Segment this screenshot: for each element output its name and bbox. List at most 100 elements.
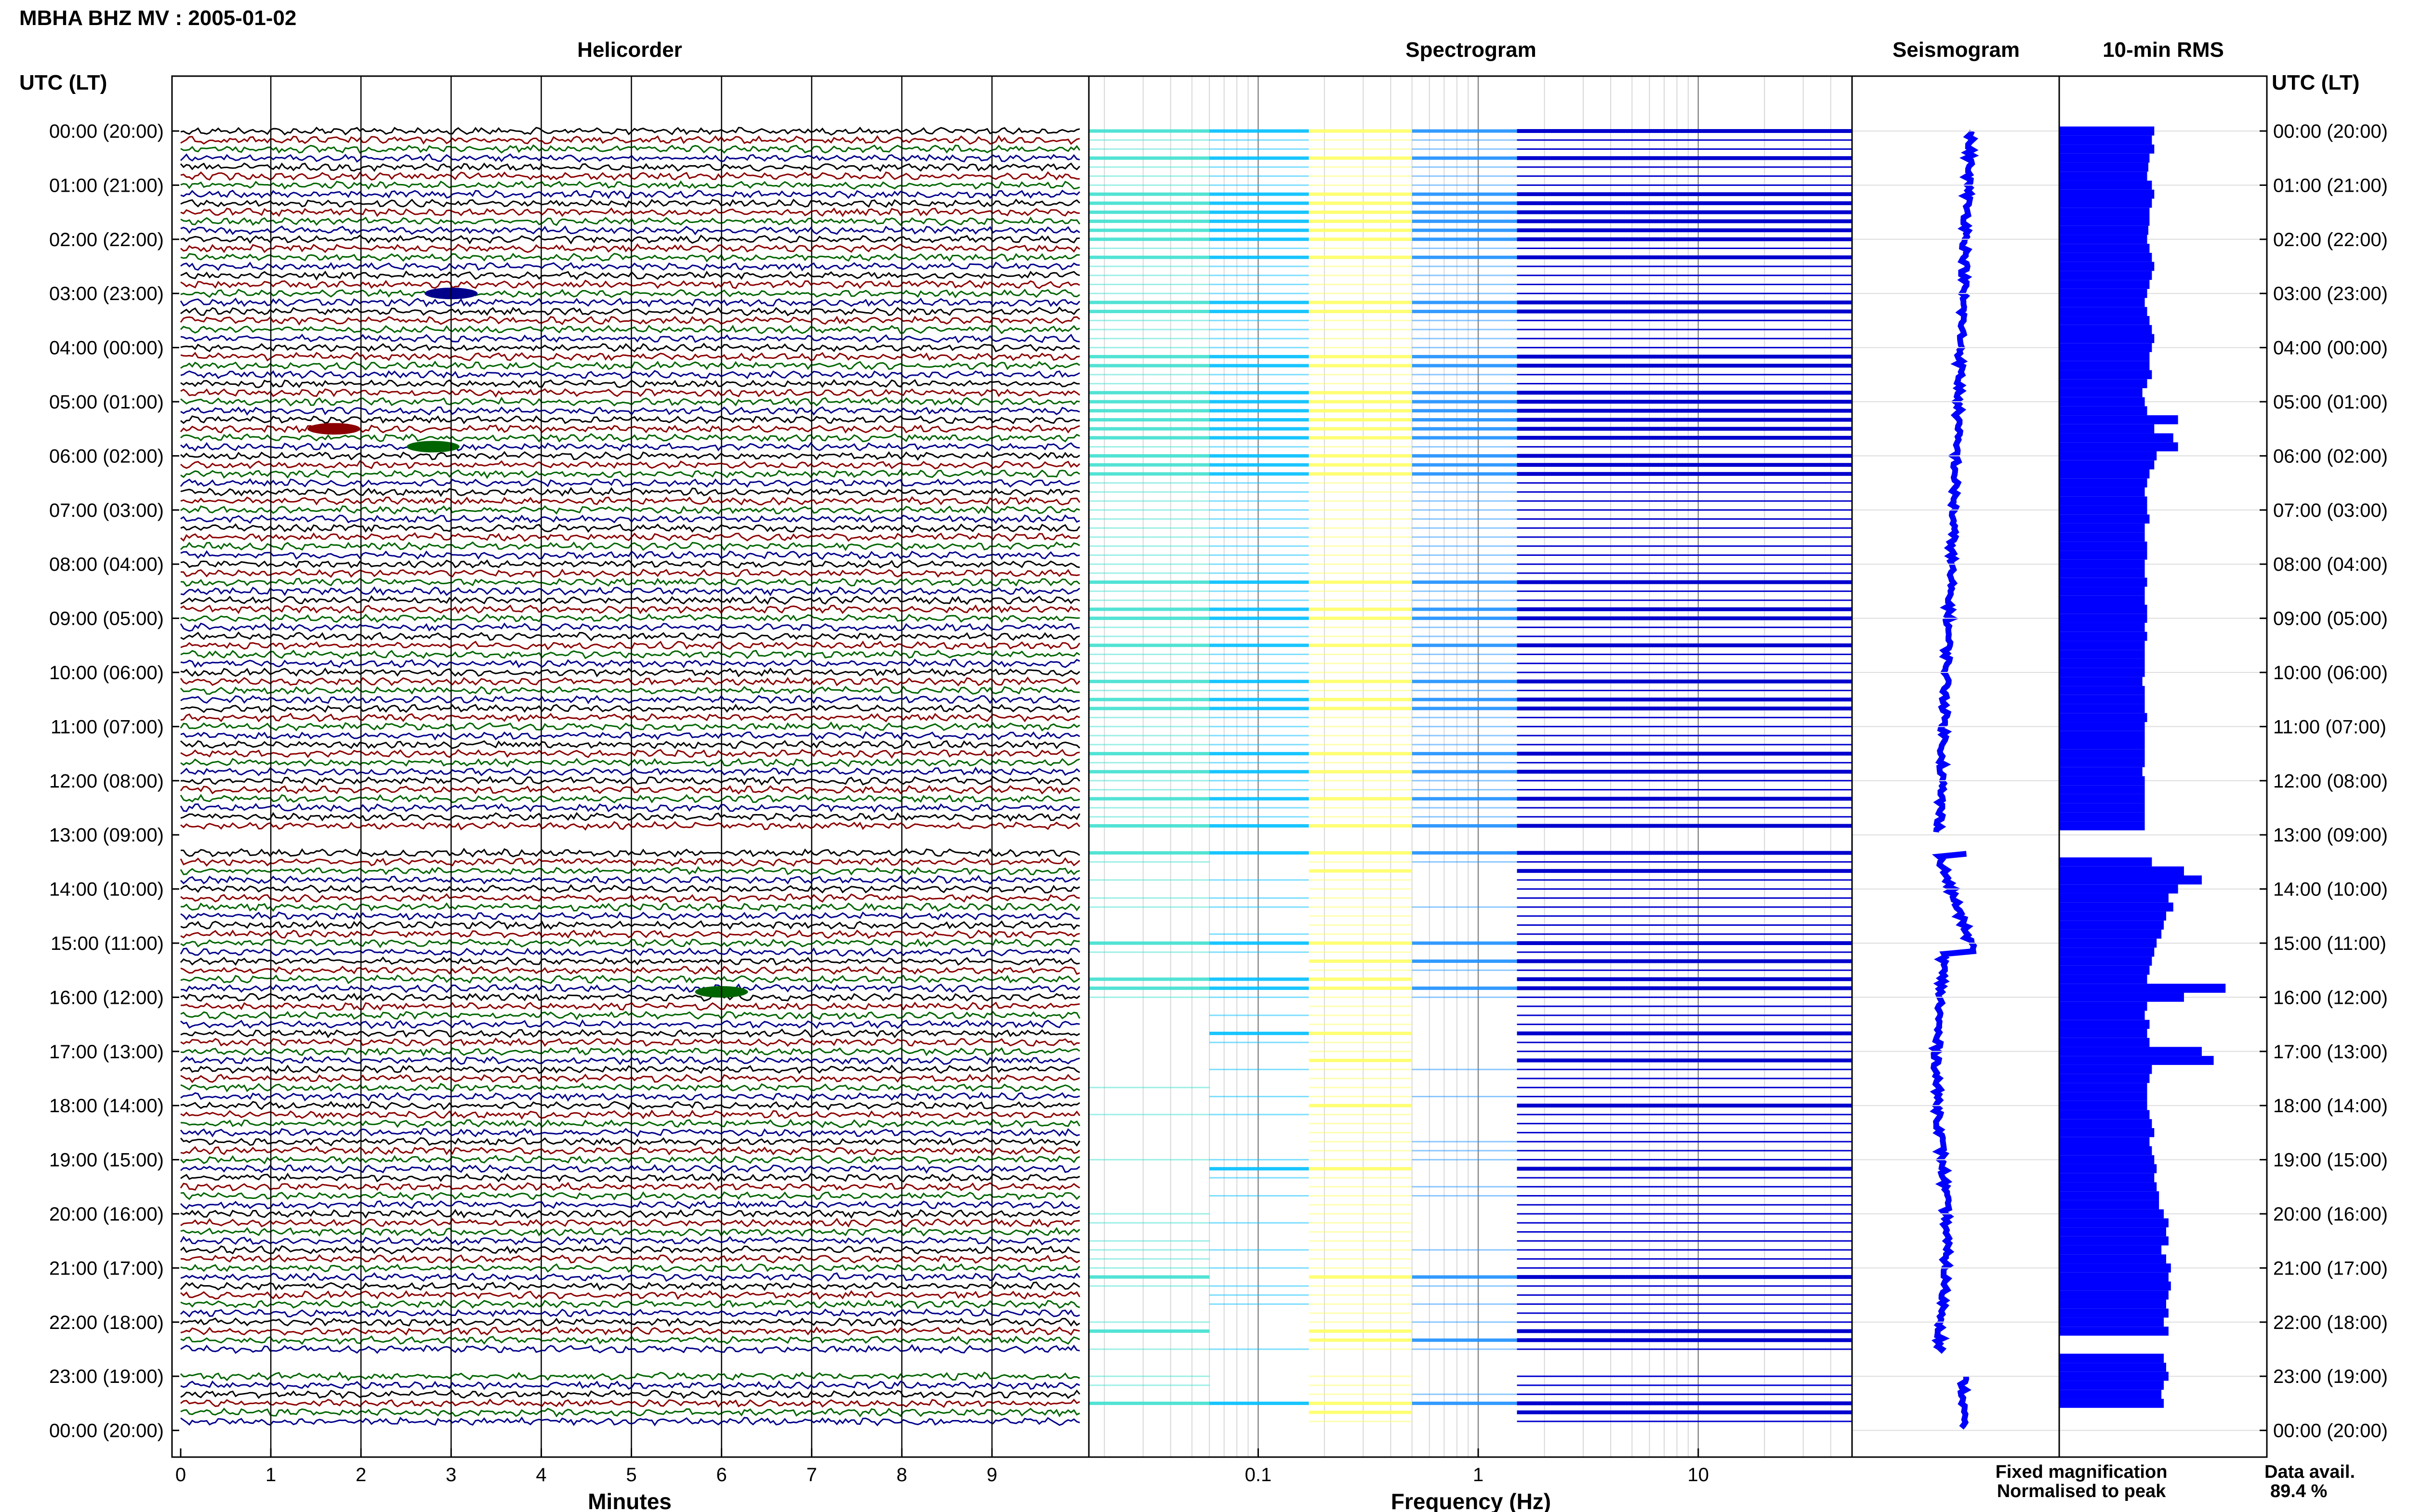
helicorder-trace [180,532,1081,542]
helicorder-trace [180,1019,1080,1029]
time-label-left: 11:00 (07:00) [51,716,164,737]
helicorder-trace [180,731,1080,741]
rms-bar [2059,523,2145,533]
time-label-left: 22:00 (18:00) [49,1312,164,1333]
helicorder-trace [180,460,1081,470]
rms-bar [2059,496,2147,506]
helicorder-trace [180,992,1080,1002]
rms-bar [2059,1200,2159,1210]
rms-bar [2059,1065,2152,1074]
helicorder-trace [180,1200,1080,1210]
time-label-right: 08:00 (04:00) [2273,554,2388,575]
rms-bar [2059,902,2173,912]
minutes-tick-label: 9 [987,1464,997,1486]
helicorder-trace [180,1227,1080,1237]
rms-bar [2059,280,2150,289]
helicorder-trace [180,451,1080,461]
rms-bar [2059,189,2155,199]
helicorder-trace [180,1407,1080,1418]
minutes-tick-label: 1 [265,1464,276,1486]
rms-bar [2059,821,2145,830]
time-label-right: 03:00 (23:00) [2273,283,2388,304]
helicorder-trace [180,225,1080,236]
helicorder-trace [180,695,1080,705]
helicorder-trace [180,667,1080,678]
helicorder-trace [180,379,1080,388]
rms-bar [2059,1354,2164,1363]
helicorder-trace [180,929,1080,939]
helicorder-trace [180,1218,1080,1228]
time-label-right: 01:00 (21:00) [2273,175,2388,196]
rms-bar [2059,469,2150,479]
rms-bar [2059,650,2145,659]
time-label-right: 12:00 (08:00) [2273,771,2388,792]
rms-bar [2059,1011,2145,1020]
spectrogram-panel [1089,76,1853,1457]
helicorder-header: Helicorder [577,38,682,62]
helicorder-trace [180,749,1080,759]
helicorder-trace [180,406,1080,416]
time-label-right: 04:00 (00:00) [2273,338,2388,359]
time-label-left: 01:00 (21:00) [49,175,164,196]
rms-bar [2059,866,2184,876]
time-label-left: 17:00 (13:00) [49,1041,164,1063]
rms-bar [2059,316,2150,325]
helicorder-trace [180,1073,1080,1084]
helicorder-trace [180,956,1080,966]
legend-normalised-to-peak: Normalised to peak [1997,1481,2166,1501]
rms-bar [2059,145,2155,154]
rms-bar [2059,415,2178,424]
rms-bar [2059,1227,2166,1236]
helicorder-trace [180,1128,1080,1138]
figure-title: MBHA BHZ MV : 2005-01-02 [19,6,296,30]
time-label-left: 21:00 (17:00) [49,1258,164,1279]
helicorder-trace [180,1317,1080,1327]
time-label-left: 00:00 (20:00) [49,121,164,142]
helicorder-trace [180,234,1080,245]
time-label-right: 20:00 (16:00) [2273,1204,2388,1225]
helicorder-trace [180,884,1080,894]
rms-bar [2059,812,2145,822]
rms-bar [2059,334,2155,343]
helicorder-trace [180,433,1080,443]
minutes-tick-label: 0 [175,1464,186,1486]
time-label-left: 19:00 (15:00) [49,1150,164,1171]
rms-bar [2059,1028,2147,1038]
helicorder-trace [180,415,1080,424]
helicorder-trace [180,1028,1080,1039]
helicorder-trace [180,866,1080,876]
rms-bar [2059,785,2145,794]
helicorder-trace [180,1308,1080,1318]
helicorder-trace [180,396,1080,407]
helicorder-trace [180,712,1080,723]
rms-bar [2059,298,2145,307]
helicorder-trace [180,785,1080,795]
rms-bar [2059,1173,2155,1183]
panel-frame [2058,75,2268,1458]
rms-bar [2059,1092,2147,1101]
helicorder-trace [180,776,1081,786]
time-label-right: 18:00 (14:00) [2273,1095,2388,1117]
rms-bar [2059,758,2145,767]
rms-bar [2059,1083,2147,1092]
helicorder-trace [180,559,1080,569]
helicorder-trace [180,1254,1080,1264]
rms-bar [2059,875,2202,885]
time-label-left: 02:00 (22:00) [49,229,164,250]
helicorder-trace [180,469,1080,479]
rms-bar [2059,361,2150,370]
helicorder-trace [180,514,1080,524]
helicorder-trace [180,640,1081,650]
helicorder-trace [180,207,1080,217]
rms-bar [2059,370,2152,380]
time-label-right: 23:00 (19:00) [2273,1366,2388,1387]
rms-bar [2059,947,2155,957]
time-label-left: 08:00 (04:00) [49,554,164,575]
helicorder-trace [180,1191,1081,1201]
rms-bar [2059,478,2147,487]
helicorder-trace [180,1344,1080,1354]
rms-bar [2059,1146,2152,1156]
time-axis-labels: 00:00 (20:00) 00:00 (20:00) 01:00 (21:00) 0… [49,121,2388,1442]
time-label-left: 03:00 (23:00) [49,283,164,304]
time-label-right: 16:00 (12:00) [2273,987,2388,1008]
